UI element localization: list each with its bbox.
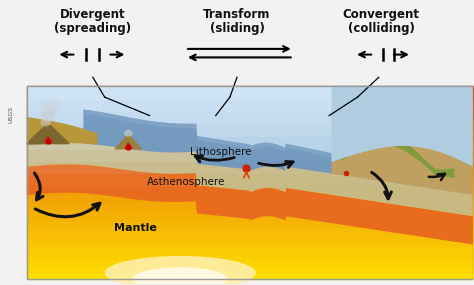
- Ellipse shape: [105, 256, 256, 285]
- Ellipse shape: [133, 267, 228, 285]
- Text: (spreading): (spreading): [55, 22, 131, 35]
- Ellipse shape: [40, 99, 62, 112]
- Text: (sliding): (sliding): [210, 22, 264, 35]
- Text: Mantle: Mantle: [114, 223, 157, 233]
- Polygon shape: [27, 125, 69, 144]
- Text: USGS: USGS: [9, 105, 14, 123]
- Text: Convergent: Convergent: [343, 8, 419, 21]
- Ellipse shape: [40, 105, 58, 117]
- Ellipse shape: [124, 130, 133, 137]
- Ellipse shape: [40, 112, 55, 122]
- Bar: [27, 86, 474, 279]
- Text: Asthenosphere: Asthenosphere: [147, 177, 226, 187]
- Text: Divergent: Divergent: [60, 8, 126, 21]
- Text: Lithosphere: Lithosphere: [190, 147, 251, 157]
- Text: (colliding): (colliding): [348, 22, 415, 35]
- Text: Transform: Transform: [203, 8, 271, 21]
- Ellipse shape: [40, 118, 51, 127]
- Polygon shape: [115, 136, 142, 149]
